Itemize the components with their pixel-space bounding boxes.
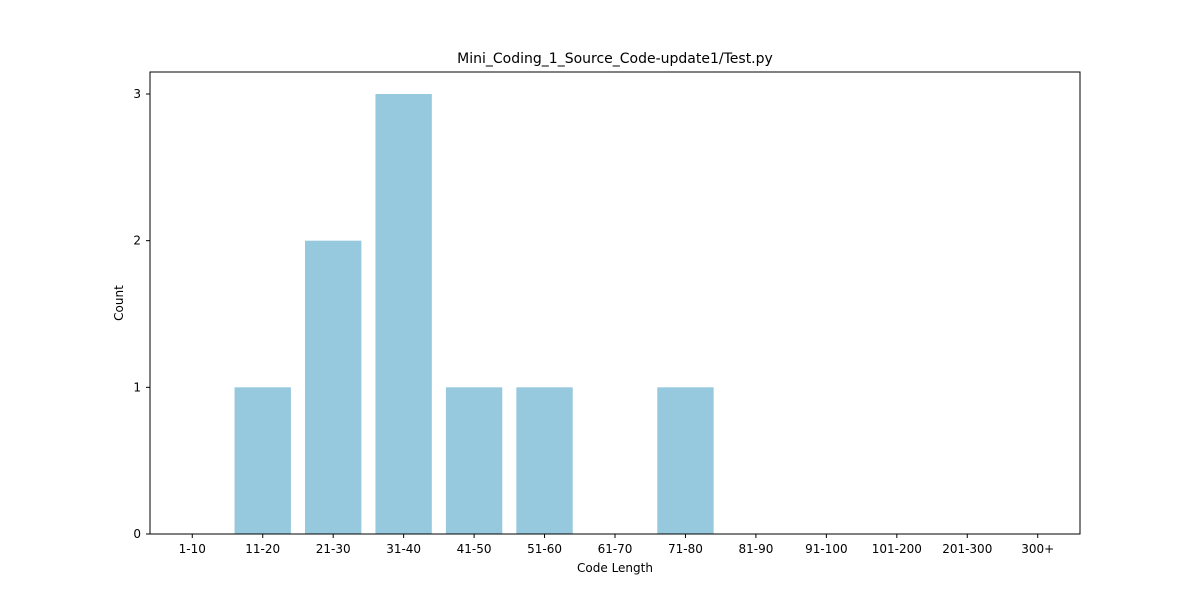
x-tick-label: 21-30	[316, 542, 351, 556]
x-tick-label: 201-300	[942, 542, 992, 556]
x-tick-label: 31-40	[386, 542, 421, 556]
x-tick-label: 41-50	[457, 542, 492, 556]
x-tick-label: 71-80	[668, 542, 703, 556]
x-tick-label: 81-90	[738, 542, 773, 556]
x-tick-label: 101-200	[872, 542, 922, 556]
y-ticks-group: 0 1 2 3	[133, 87, 150, 541]
y-tick-label: 1	[133, 380, 141, 394]
bar-51-60	[516, 387, 573, 534]
bar-21-30	[305, 240, 362, 534]
plot-frame	[149, 71, 1081, 535]
chart-title: Mini_Coding_1_Source_Code-update1/Test.p…	[457, 51, 773, 67]
x-ticks-group: 1-10 11-20 21-30 31-40 41-50 51-60 61-70 71-80 8…	[179, 534, 1054, 556]
y-tick-label: 0	[133, 527, 141, 541]
x-tick-label: 1-10	[179, 542, 206, 556]
y-tick-label: 3	[133, 87, 141, 101]
y-tick-label: 2	[133, 234, 141, 248]
bar-31-40	[375, 94, 432, 534]
x-tick-label: 61-70	[598, 542, 633, 556]
bar-11-20	[234, 387, 291, 534]
x-tick-label: 11-20	[245, 542, 280, 556]
x-tick-label: 300+	[1021, 542, 1054, 556]
bars-group	[234, 94, 714, 534]
bar-41-50	[445, 387, 503, 534]
y-axis-label: Count	[112, 285, 126, 321]
x-tick-label: 51-60	[527, 542, 562, 556]
bar-71-80	[657, 387, 714, 534]
x-tick-label: 91-100	[805, 542, 848, 556]
x-axis-label: Code Length	[577, 561, 653, 575]
